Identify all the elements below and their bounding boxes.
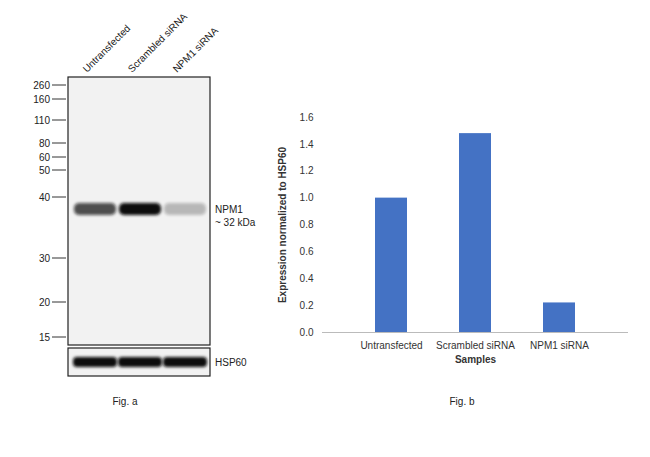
svg-text:0.6: 0.6: [300, 246, 314, 257]
svg-text:Expression normalized to HSP60: Expression normalized to HSP60: [277, 146, 288, 303]
svg-text:160: 160: [33, 94, 50, 105]
svg-text:Untransfected: Untransfected: [80, 22, 133, 75]
svg-text:1.6: 1.6: [300, 112, 314, 123]
svg-text:NPM1 siRNA: NPM1 siRNA: [171, 25, 221, 75]
svg-text:Untransfected: Untransfected: [360, 340, 422, 351]
svg-text:40: 40: [39, 192, 51, 203]
svg-text:HSP60: HSP60: [215, 357, 247, 368]
svg-text:NPM1 siRNA: NPM1 siRNA: [530, 340, 589, 351]
svg-text:1.2: 1.2: [300, 165, 314, 176]
svg-text:Fig. a: Fig. a: [112, 396, 137, 407]
svg-text:1.4: 1.4: [300, 139, 314, 150]
svg-text:Scrambled siRNA: Scrambled siRNA: [125, 10, 190, 75]
svg-text:30: 30: [39, 253, 51, 264]
svg-text:15: 15: [39, 332, 51, 343]
svg-text:110: 110: [34, 115, 50, 126]
svg-text:0.0: 0.0: [300, 327, 314, 338]
svg-text:60: 60: [39, 152, 51, 163]
svg-text:Samples: Samples: [455, 354, 497, 365]
svg-text:NPM1: NPM1: [215, 204, 243, 215]
svg-text:~ 32 kDa: ~ 32 kDa: [215, 217, 256, 228]
svg-text:Fig. b: Fig. b: [449, 396, 474, 407]
svg-text:0.2: 0.2: [300, 300, 314, 311]
svg-text:0.8: 0.8: [300, 219, 314, 230]
svg-text:0.4: 0.4: [300, 273, 314, 284]
svg-text:80: 80: [39, 138, 51, 149]
svg-text:50: 50: [39, 165, 51, 176]
svg-text:20: 20: [39, 297, 51, 308]
svg-text:Scrambled siRNA: Scrambled siRNA: [436, 340, 515, 351]
svg-text:1.0: 1.0: [300, 192, 314, 203]
svg-text:260: 260: [33, 80, 50, 91]
